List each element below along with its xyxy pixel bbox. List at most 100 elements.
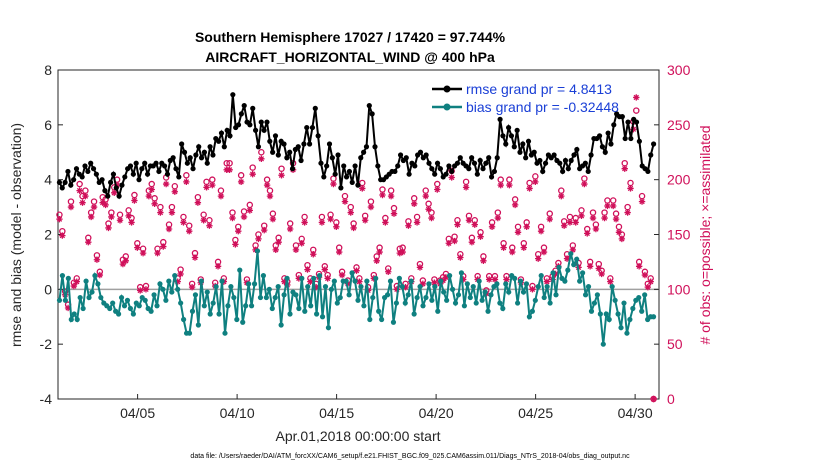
rmse-point: [361, 149, 367, 155]
rmse-point: [56, 179, 63, 186]
bias-point: [612, 297, 618, 303]
rmse-point: [395, 163, 401, 169]
rmse-point: [201, 149, 208, 155]
rmse-point: [531, 149, 537, 155]
obs-assimilated-point: [338, 271, 346, 279]
rmse-point: [588, 152, 594, 158]
obs-assimilated-point: [168, 209, 176, 216]
rmse-point: [235, 122, 242, 128]
rmse-point: [252, 127, 259, 133]
bias-point: [355, 297, 361, 303]
bias-point: [284, 275, 290, 281]
rmse-point: [511, 144, 517, 150]
x-tick-label: 04/10: [220, 405, 255, 421]
bias-point: [565, 267, 571, 273]
obs-assimilated-point: [569, 246, 577, 254]
rmse-point: [162, 163, 168, 169]
bias-point: [296, 305, 302, 312]
rmse-point: [582, 160, 588, 166]
obs-assimilated-point: [471, 221, 478, 228]
obs-assimilated-point: [532, 178, 539, 186]
bias-point: [266, 286, 272, 292]
rmse-point: [619, 114, 625, 120]
obs-assimilated-point: [183, 178, 190, 186]
rmse-point: [568, 157, 574, 164]
obs-assimilated-point: [373, 257, 380, 265]
bias-point: [630, 305, 636, 312]
bias-point: [314, 311, 320, 317]
obs-assimilated-point: [428, 214, 435, 222]
rmse-point: [633, 119, 640, 125]
obs-possible-point: [258, 148, 265, 156]
obs-assimilated-point: [310, 251, 317, 258]
rmse-point: [537, 157, 543, 164]
rmse-point: [449, 168, 455, 175]
obs-assimilated-point: [240, 213, 248, 221]
obs-assimilated-point: [249, 170, 256, 178]
obs-assimilated-point: [73, 278, 80, 285]
rmse-point: [488, 174, 495, 180]
x-tick-label: 04/25: [518, 405, 553, 421]
rmse-point: [574, 146, 580, 153]
x-axis-label: Apr.01,2018 00:00:00 start: [275, 428, 440, 444]
rmse-point: [551, 152, 557, 158]
rmse-point: [130, 171, 136, 177]
rmse-point: [605, 130, 611, 136]
obs-assimilated-point: [592, 225, 600, 233]
rmse-point: [122, 174, 128, 180]
bias-point: [606, 316, 612, 323]
obs-assimilated-point: [647, 278, 654, 285]
obs-assimilated-point: [566, 219, 574, 226]
obs-assimilated-point: [485, 276, 493, 283]
bias-point: [650, 314, 657, 320]
obs-assimilated-point: [151, 200, 158, 207]
obs-assimilated-point: [601, 214, 608, 222]
rmse-point: [599, 144, 606, 150]
y-tick-label: 8: [44, 62, 52, 78]
rmse-point: [525, 138, 532, 144]
bias-point: [574, 256, 580, 262]
bias-point: [488, 292, 494, 298]
bias-point: [541, 294, 547, 301]
obs-assimilated-point: [64, 304, 72, 312]
obs-assimilated-point: [327, 215, 334, 223]
obs-assimilated-point: [295, 275, 303, 282]
bias-point: [449, 286, 456, 292]
rmse-point: [423, 152, 429, 158]
obs-assimilated-point: [160, 243, 167, 250]
obs-assimilated-point: [108, 213, 115, 221]
rmse-point: [506, 124, 512, 131]
bias-point: [201, 303, 207, 309]
bias-point: [163, 297, 169, 303]
y-tick-label: 6: [44, 117, 52, 133]
bias-point: [512, 275, 518, 281]
rmse-point: [503, 141, 509, 147]
legend: rmse grand pr = 4.8413 bias grand pr = -…: [432, 81, 619, 115]
bias-point: [399, 283, 405, 290]
rmse-point: [474, 171, 480, 177]
rmse-point: [113, 185, 119, 191]
chart-title: Southern Hemisphere 17027 / 17420 = 97.7…: [195, 29, 506, 45]
bias-point: [523, 281, 530, 287]
rmse-point: [562, 157, 569, 164]
bias-point: [98, 294, 104, 301]
bias-point: [458, 270, 465, 276]
rmse-point: [375, 163, 381, 169]
bias-point: [479, 297, 485, 303]
rmse-point: [429, 166, 435, 172]
bias-point: [379, 316, 385, 323]
obs-assimilated-point: [514, 229, 522, 236]
bias-point: [517, 278, 524, 284]
obs-assimilated-point: [99, 199, 106, 206]
bias-point: [624, 330, 630, 336]
bias-point: [588, 308, 595, 314]
obs-assimilated-point: [333, 223, 340, 231]
rmse-point: [571, 152, 577, 158]
rmse-point: [184, 160, 190, 166]
rmse-point: [139, 166, 145, 172]
rmse-point: [71, 177, 77, 183]
rmse-point: [540, 168, 546, 175]
obs-assimilated-point: [638, 198, 646, 205]
rmse-point: [358, 155, 364, 161]
bias-point: [405, 292, 411, 298]
